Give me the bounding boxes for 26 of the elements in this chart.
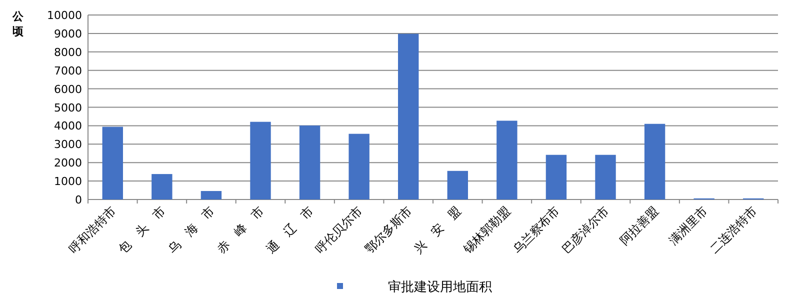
x-tick-label: 阿拉善盟 <box>617 204 661 248</box>
bar <box>546 154 567 200</box>
bar <box>348 134 370 200</box>
y-tick-label: 2000 <box>54 156 82 170</box>
bar <box>200 191 222 200</box>
legend-entry: 审批建设用地面积 <box>337 280 492 295</box>
bar <box>152 174 172 200</box>
bar <box>496 120 518 200</box>
y-tick-label: 1000 <box>54 175 82 188</box>
y-tick-label: 7000 <box>54 64 82 78</box>
y-axis-title: 公顷 <box>12 10 24 38</box>
y-tick-label: 0 <box>75 194 82 206</box>
bar <box>447 170 468 200</box>
y-tick-label: 6000 <box>54 82 82 96</box>
bar <box>250 122 271 200</box>
y-tick-label: 8000 <box>54 46 82 59</box>
y-tick-label: 10000 <box>47 9 82 22</box>
bar <box>595 154 616 200</box>
bar <box>644 124 666 200</box>
y-tick-label: 3000 <box>54 138 82 152</box>
bar <box>398 34 419 200</box>
bar <box>299 126 320 200</box>
bar <box>102 126 123 200</box>
y-tick-label: 5000 <box>54 101 82 114</box>
y-tick-label: 4000 <box>54 120 82 133</box>
y-tick-label: 9000 <box>54 27 82 40</box>
